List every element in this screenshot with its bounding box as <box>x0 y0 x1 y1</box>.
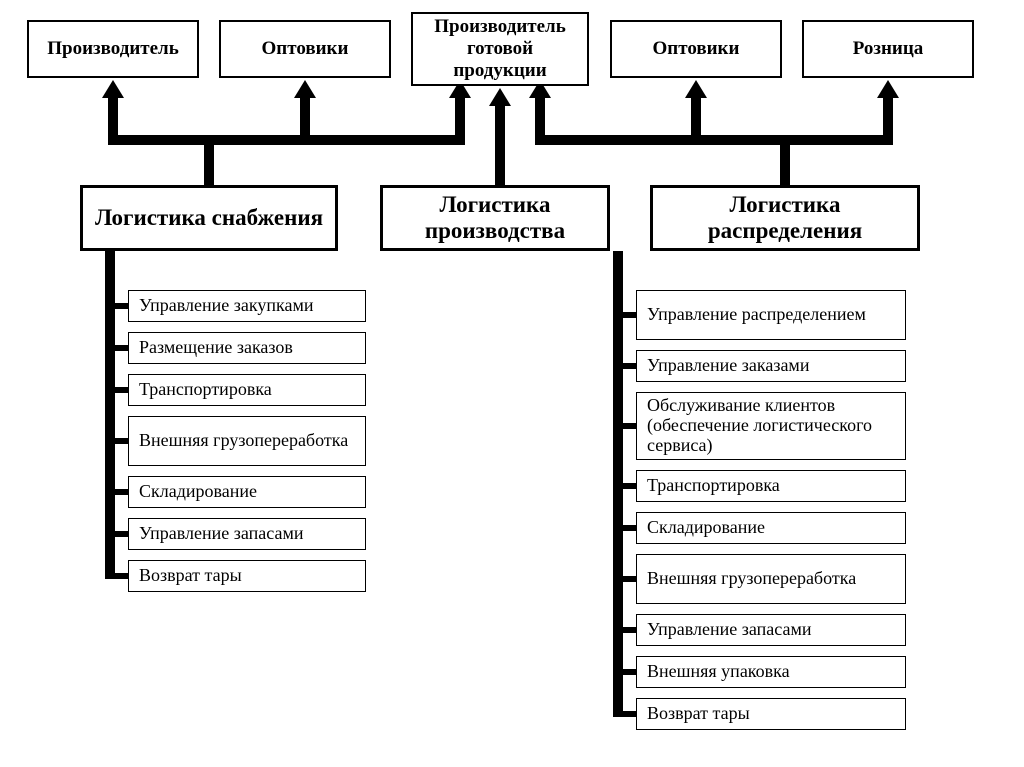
left-sub-box-5: Управление запасами <box>128 518 366 550</box>
top-box-label: Розница <box>853 38 924 60</box>
top-box-label: Производитель готовой продукции <box>419 16 581 82</box>
mid-box-0: Логистика снабжения <box>80 185 338 251</box>
top-box-4: Розница <box>802 20 974 78</box>
right-sub-label: Складирование <box>647 518 765 538</box>
left-sub-label: Возврат тары <box>139 566 242 586</box>
right-sub-box-7: Внешняя упаковка <box>636 656 906 688</box>
right-sub-box-2: Обслуживание клиен­тов (обеспечение ло­г… <box>636 392 906 460</box>
left-sub-label: Управление закупками <box>139 296 313 316</box>
left-sub-label: Транспортировка <box>139 380 272 400</box>
right-sub-box-3: Транспортировка <box>636 470 906 502</box>
right-sub-label: Внешняя грузопереработка <box>647 569 856 589</box>
mid-box-label: Логистика распределения <box>661 192 909 245</box>
left-sub-box-4: Складирование <box>128 476 366 508</box>
left-sub-label: Внешняя грузопереработка <box>139 431 348 451</box>
left-sub-label: Размещение заказов <box>139 338 293 358</box>
left-sub-label: Управление запасами <box>139 524 303 544</box>
left-sub-box-0: Управление закупками <box>128 290 366 322</box>
right-sub-label: Внешняя упаковка <box>647 662 790 682</box>
right-sub-box-0: Управление распределением <box>636 290 906 340</box>
mid-box-2: Логистика распределения <box>650 185 920 251</box>
right-sub-label: Управление распределением <box>647 305 866 325</box>
top-box-1: Оптовики <box>219 20 391 78</box>
top-box-label: Производитель <box>47 38 179 60</box>
top-box-label: Оптовики <box>653 38 740 60</box>
left-sub-box-2: Транспортировка <box>128 374 366 406</box>
right-sub-label: Возврат тары <box>647 704 750 724</box>
mid-box-label: Логистика снабжения <box>95 205 323 231</box>
left-sub-box-6: Возврат тары <box>128 560 366 592</box>
top-box-0: Производитель <box>27 20 199 78</box>
left-sub-box-1: Размещение заказов <box>128 332 366 364</box>
right-sub-box-4: Складирование <box>636 512 906 544</box>
left-sub-box-3: Внешняя грузопереработка <box>128 416 366 466</box>
top-box-3: Оптовики <box>610 20 782 78</box>
mid-box-label: Логистика производства <box>391 192 599 245</box>
top-box-label: Оптовики <box>262 38 349 60</box>
right-sub-box-8: Возврат тары <box>636 698 906 730</box>
right-sub-box-1: Управление заказами <box>636 350 906 382</box>
right-sub-label: Управление заказами <box>647 356 809 376</box>
right-sub-box-5: Внешняя грузопереработка <box>636 554 906 604</box>
right-sub-label: Управление запасами <box>647 620 811 640</box>
right-sub-label: Обслуживание клиен­тов (обеспечение ло­г… <box>647 396 895 455</box>
left-sub-label: Складирование <box>139 482 257 502</box>
top-box-2: Производитель готовой продукции <box>411 12 589 86</box>
mid-box-1: Логистика производства <box>380 185 610 251</box>
right-sub-box-6: Управление запасами <box>636 614 906 646</box>
right-sub-label: Транспортировка <box>647 476 780 496</box>
